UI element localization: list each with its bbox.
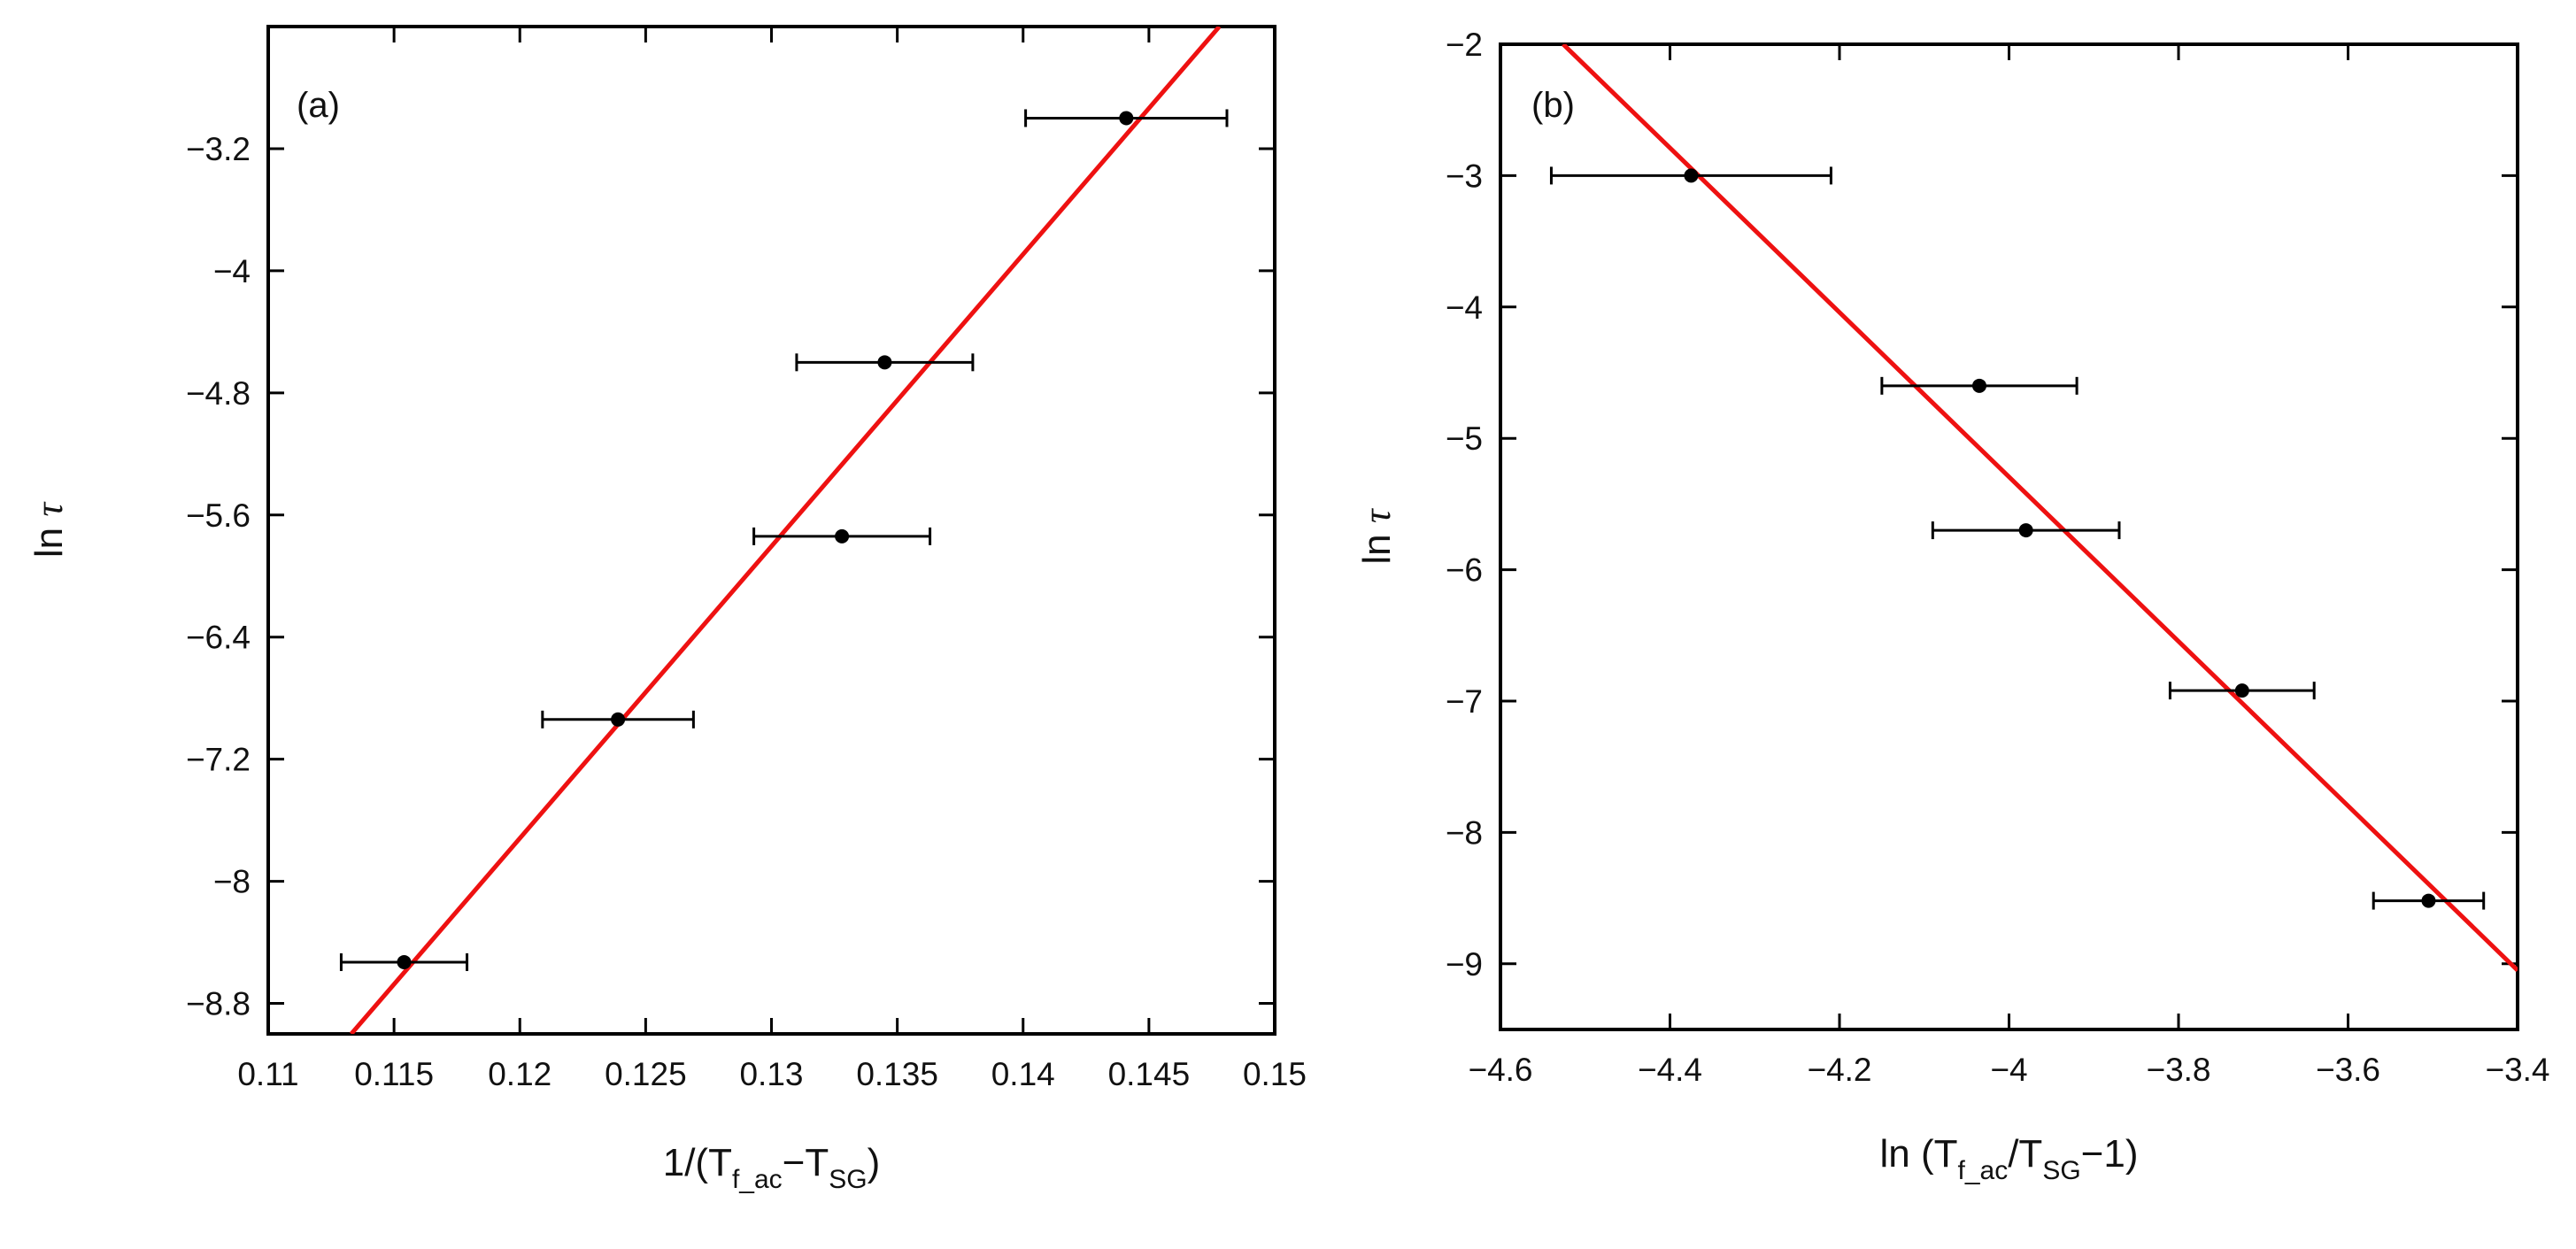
panel-b-x-tick-label: −4.4: [1638, 1052, 1702, 1088]
panel-a-x-tick-label: 0.14: [991, 1056, 1055, 1092]
panel-b-y-tick-label: −7: [1446, 683, 1483, 720]
panel-a-data-point: [397, 954, 412, 969]
panel-b-data-point: [2018, 523, 2033, 538]
panel-a-x-tick-label: 0.13: [739, 1056, 803, 1092]
panel-a-y-tick-label: −7.2: [186, 742, 251, 778]
panel-a-data-point: [611, 712, 626, 727]
panel-b-y-tick-label: −3: [1446, 158, 1483, 194]
panel-a-y-axis-label: ln τ: [27, 501, 71, 558]
panel-a-y-tick-label: −4: [213, 253, 251, 289]
panel-b-y-tick-label: −4: [1446, 289, 1483, 326]
panel-a-data-point: [835, 528, 850, 544]
panel-a-x-tick-label: 0.12: [488, 1056, 551, 1092]
panel-a-plot-frame: [266, 25, 1276, 1036]
panel-a-y-tick-label: −8.8: [186, 986, 251, 1022]
panel-b-x-tick-label: −3.8: [2146, 1052, 2210, 1088]
panel-a-y-tick-label: −5.6: [186, 497, 251, 534]
panel-a-data-point: [1119, 111, 1134, 126]
panel-b-y-tick-label: −8: [1446, 814, 1483, 851]
panel-b-plot-frame: [1499, 42, 2519, 1031]
panel-a-y-tick-label: −6.4: [186, 620, 251, 656]
panel-b-data-point: [2234, 683, 2249, 698]
panel-a-x-tick-label: 0.15: [1243, 1056, 1307, 1092]
panel-b-x-tick-label: −4.6: [1468, 1052, 1532, 1088]
panel-a-x-tick-label: 0.135: [856, 1056, 938, 1092]
panel-b-data-point: [2421, 893, 2436, 908]
panel-b-y-axis-label: ln τ: [1355, 507, 1399, 564]
panel-b-data-point: [1971, 378, 1986, 393]
panel-a-y-tick-label: −8: [213, 864, 251, 900]
panel-b-y-tick-label: −6: [1446, 552, 1483, 589]
panel-a-chart: 0.11 0.115 0.12 0.125 0.13 0.135 0.14 0.145 0.15…: [27, 25, 1307, 1194]
panel-a-label: (a): [297, 86, 340, 125]
panel-a-x-tick-label: 0.125: [605, 1056, 687, 1092]
panel-a-fit-line: [349, 27, 1222, 1034]
panel-a-data-point: [877, 355, 892, 370]
panel-b-x-tick-label: −4.2: [1807, 1052, 1871, 1088]
panel-b-data-point: [1684, 168, 1699, 183]
panel-a-x-tick-label: 0.145: [1108, 1056, 1191, 1092]
panel-b-x-tick-label: −4: [1990, 1052, 2027, 1088]
panel-b-x-tick-label: −3.6: [2316, 1052, 2380, 1088]
panel-b-y-tick-label: −5: [1446, 420, 1483, 457]
panel-b-y-tick-label: −2: [1446, 27, 1483, 63]
panel-b-y-tick-label: −9: [1446, 946, 1483, 983]
panel-a-x-axis-label: 1/(Tf_ac−TSG): [663, 1141, 881, 1194]
panel-a-x-tick-label: 0.115: [354, 1056, 434, 1092]
panel-b-x-axis-label: ln (Tf_ac/TSG−1): [1879, 1132, 2138, 1185]
panel-a-y-tick-label: −4.8: [186, 375, 251, 412]
panel-b-label: (b): [1531, 86, 1575, 125]
panel-b-chart: −4.6 −4.4 −4.2 −4 −3.8 −3.6 −3.4 −9 −8 −7 −6 −5 −4 −3…: [1355, 27, 2550, 1185]
panel-a-x-tick-label: 0.11: [237, 1056, 298, 1092]
panel-a-y-tick-label: −3.2: [186, 131, 251, 167]
panel-b-fit-line: [1562, 44, 2518, 973]
panel-b-x-tick-label: −3.4: [2485, 1052, 2549, 1088]
